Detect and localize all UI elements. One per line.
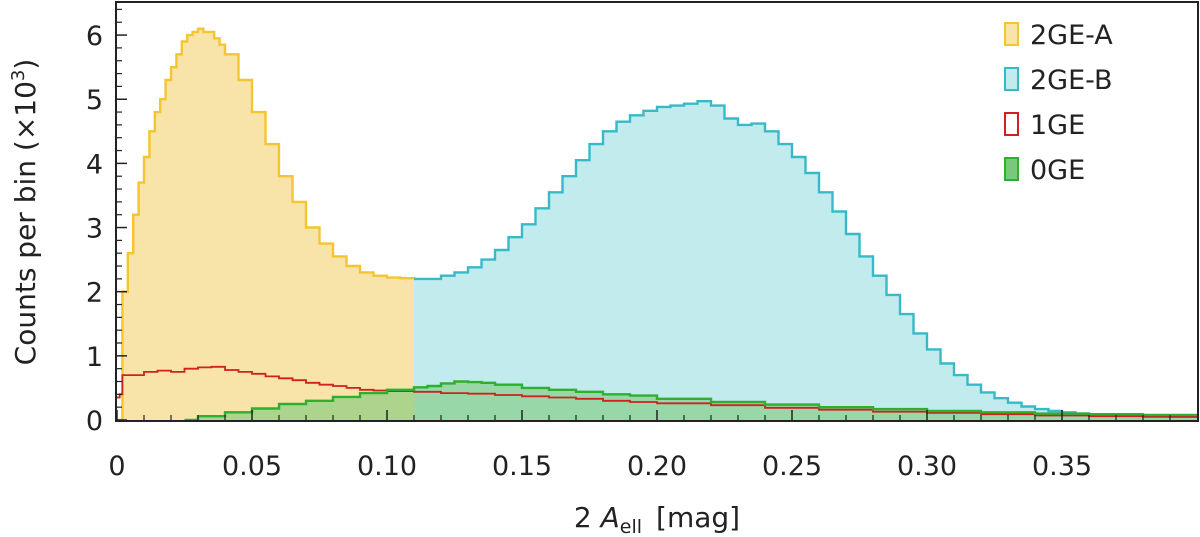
x-tick-label: 0.25 [762,451,822,482]
legend-label: 2GE-A [1030,20,1113,51]
y-tick-label: 4 [86,149,103,180]
y-axis-title: Counts per bin (×103) [8,59,42,366]
x-axis-title: 2 Aell [mag] [574,501,740,537]
legend-item-2ge-b: 2GE-B [1004,65,1112,96]
x-tick-label: 0.35 [1032,451,1092,482]
legend-item-0ge: 0GE [1004,155,1085,186]
y-tick-labels: 0 1 2 3 4 5 6 [86,21,103,437]
y-tick-label: 1 [86,342,103,373]
x-tick-label: 0.10 [357,451,417,482]
series-fills [117,28,1197,420]
series-line-1ge [117,365,1198,418]
ticks [116,8,1171,421]
plot-frame [115,1,1199,422]
legend-label: 2GE-B [1030,65,1112,96]
y-tick-label: 0 [86,406,103,437]
x-tick-labels: 0 0.05 0.10 0.15 0.20 0.25 0.30 0.35 [108,451,1092,482]
y-tick-label: 5 [86,85,103,116]
x-tick-label: 0.15 [492,451,552,482]
legend-swatch [1004,157,1019,181]
legend-item-2ge-a: 2GE-A [1004,20,1113,51]
legend-label: 1GE [1030,110,1085,141]
y-tick-label: 6 [86,21,103,52]
legend-swatch [1004,67,1019,91]
series-fill-2ge-b [414,101,1197,420]
x-axis-title-subscript: ell [620,516,642,537]
legend-label: 0GE [1030,155,1085,186]
legend-swatch [1004,22,1019,46]
x-axis-title-unit: [mag] [656,501,740,534]
y-axis-title-close: ) [9,59,42,70]
y-tick-label: 3 [86,214,103,245]
series-line-2ge-a [117,27,416,422]
x-axis-title-symbol: A [599,501,620,534]
x-tick-label: 0.20 [627,451,687,482]
legend-item-1ge: 1GE [1004,110,1085,141]
y-axis-title-text: Counts per bin (×10 [9,81,42,365]
x-tick-label: 0 [108,451,125,482]
x-axis-title-prefix: 2 [574,501,601,534]
legend: 2GE-A 2GE-B 1GE 0GE [1004,20,1113,186]
series-line-2ge-b [414,100,1197,418]
y-tick-label: 2 [86,278,103,309]
y-axis-title-superscript: 3 [8,70,29,81]
series-lines [117,27,1199,422]
legend-swatch [1004,112,1019,136]
x-tick-label: 0.30 [897,451,957,482]
series-fill-2ge-a [117,28,414,420]
x-tick-label: 0.05 [222,451,282,482]
